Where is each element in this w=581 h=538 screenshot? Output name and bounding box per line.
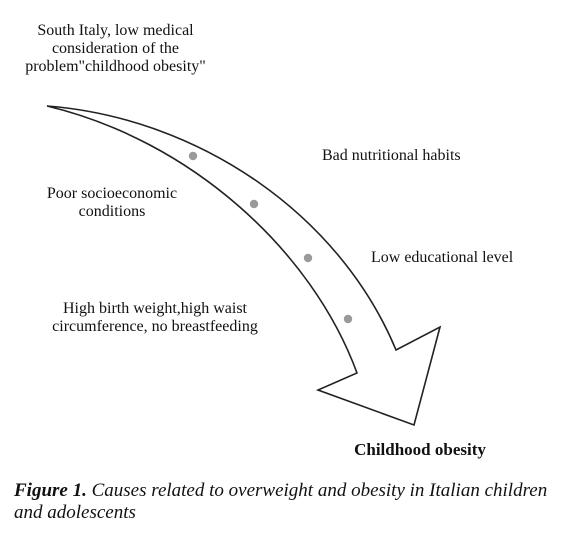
cause-birth-weight: High birth weight,high waist circumferen… [52, 300, 258, 335]
caption-text: Causes related to overweight and obesity… [14, 480, 548, 523]
start-label: South Italy, low medical consideration o… [25, 22, 206, 75]
arrow-outline [46, 105, 442, 427]
arrow-dot-4 [343, 314, 353, 324]
arrow-dot-1 [188, 151, 198, 161]
cause-low-educational-level: Low educational level [371, 249, 514, 266]
cause-bad-nutritional-habits: Bad nutritional habits [322, 147, 461, 164]
cause-poor-socioeconomic-conditions: Poor socioeconomic conditions [46, 185, 178, 220]
outcome-label: Childhood obesity [354, 440, 486, 459]
arrow-dot-2 [249, 199, 259, 209]
arrow-dot-3 [303, 253, 313, 263]
figure-caption: Figure 1. Causes related to overweight a… [14, 480, 549, 524]
figure-number: Figure 1. [14, 480, 87, 501]
